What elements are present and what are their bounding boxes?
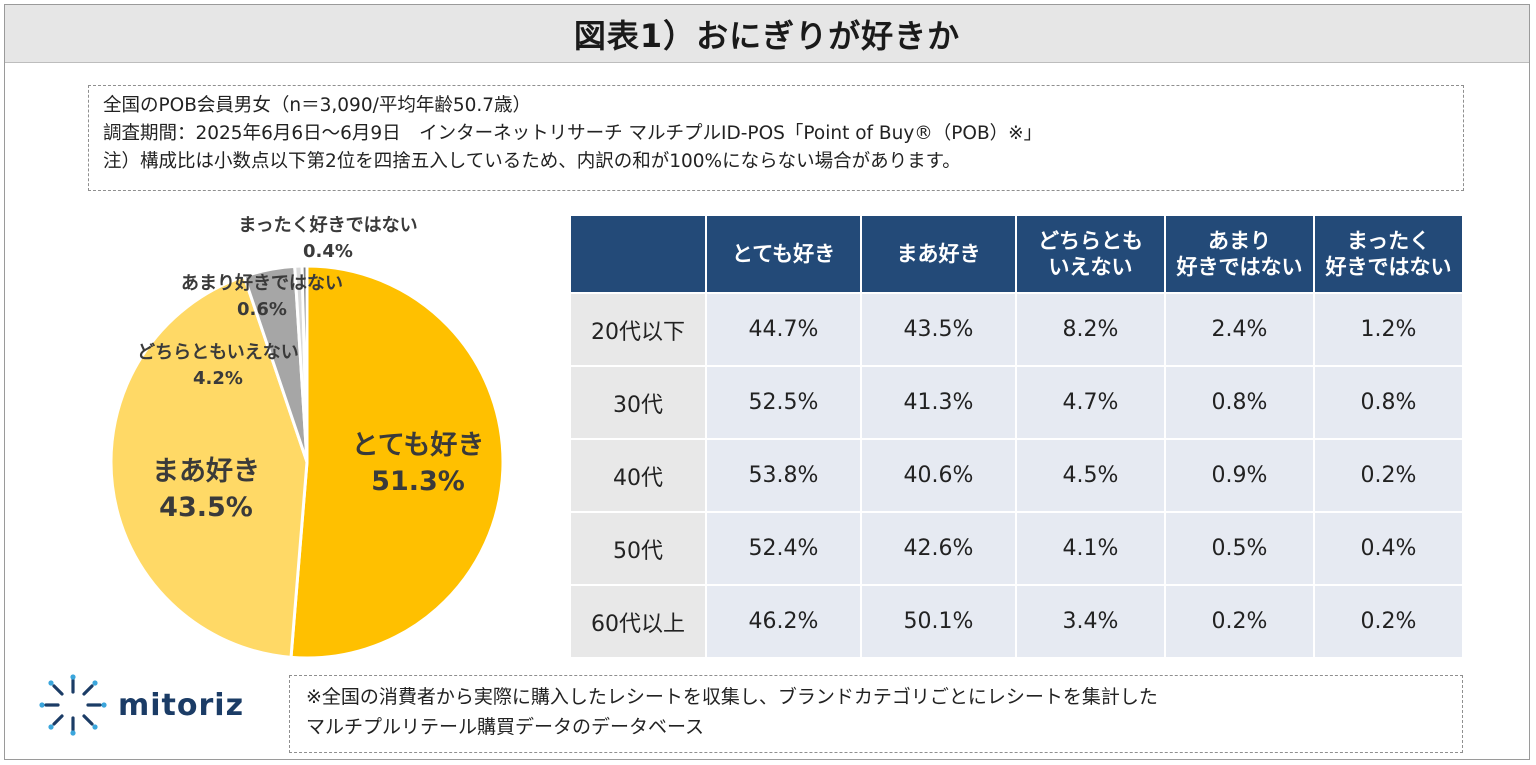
footnote-box: ※全国の消費者から実際に購入したレシートを収集し、ブランドカテゴリごとにレシート…	[289, 675, 1463, 753]
table-column-header: あまり 好きではない	[1164, 214, 1315, 294]
table-column-header: とても好き	[705, 214, 862, 294]
pie-chart: とても好き 51.3% まあ好き 43.5% どちらともいえない 4.2% あまり好きではな…	[109, 214, 505, 660]
figure-frame	[4, 4, 1530, 760]
title-bar: 図表1）おにぎりが好きか	[5, 5, 1529, 63]
mitoriz-logo: mitoriz	[38, 674, 244, 736]
footnote-line: マルチプルリテール購買データのデータベース	[306, 716, 705, 738]
table-cell: 53.8%	[705, 438, 862, 513]
table-cell: 4.1%	[1015, 511, 1166, 586]
table-cell: 52.5%	[705, 365, 862, 440]
table-cell: 50.1%	[860, 584, 1017, 659]
table-cell: 8.2%	[1015, 292, 1166, 367]
table-cell: 42.6%	[860, 511, 1017, 586]
table-column-header: まあ好き	[860, 214, 1017, 294]
pie-data-label: まったく好きではない	[238, 214, 417, 236]
note-line: 全国のPOB会員男女（n＝3,090/平均年齢50.7歳）	[103, 95, 532, 116]
table-cell: 43.5%	[860, 292, 1017, 367]
survey-notes: 全国のPOB会員男女（n＝3,090/平均年齢50.7歳） 調査期間：2025年…	[88, 85, 1464, 191]
table-cell: 0.5%	[1164, 511, 1315, 586]
note-line: 注）構成比は小数点以下第2位を四捨五入しているため、内訳の和が100%にならない…	[103, 151, 961, 172]
table-corner	[569, 214, 707, 294]
table-cell: 0.4%	[1313, 511, 1464, 586]
pie-data-label: 4.2%	[193, 368, 243, 389]
pie-data-label: 0.6%	[237, 299, 287, 320]
table-cell: 41.3%	[860, 365, 1017, 440]
pie-data-label: 51.3%	[371, 466, 465, 497]
row-label: 50代	[569, 511, 707, 586]
table-cell: 46.2%	[705, 584, 862, 659]
table-cell: 0.9%	[1164, 438, 1315, 513]
table-column-header: まったく 好きではない	[1313, 214, 1464, 294]
table-cell: 52.4%	[705, 511, 862, 586]
table-cell: 0.8%	[1313, 365, 1464, 440]
logo-text: mitoriz	[118, 687, 245, 723]
sunburst-logo-icon	[39, 674, 107, 736]
table-cell: 4.7%	[1015, 365, 1166, 440]
age-breakdown-table: とても好き まあ好き どちらとも いえない あまり 好きではない まったく 好きではない 20…	[569, 214, 1464, 659]
pie-slice	[289, 264, 505, 660]
table-cell: 3.4%	[1015, 584, 1166, 659]
figure-title: 図表1）おにぎりが好きか	[573, 16, 961, 55]
note-line: 調査期間：2025年6月6日～6月9日 インターネットリサーチ マルチプルID-…	[103, 123, 1043, 144]
pie-data-label: どちらともいえない	[137, 342, 299, 363]
pie-data-label: とても好き	[352, 430, 485, 461]
table-cell: 0.8%	[1164, 365, 1315, 440]
row-label: 30代	[569, 365, 707, 440]
pie-data-label: 0.4%	[303, 241, 353, 262]
pie-data-label: まあ好き	[152, 456, 260, 487]
row-label: 20代以下	[569, 292, 707, 367]
row-label: 40代	[569, 438, 707, 513]
table-row: 30代 52.5% 41.3% 4.7% 0.8% 0.8%	[569, 365, 1464, 440]
table-cell: 0.2%	[1313, 438, 1464, 513]
pie-slice	[300, 264, 309, 463]
pie-data-label: 43.5%	[159, 492, 253, 523]
pie-data-label: あまり好きではない	[181, 272, 343, 294]
table-row: 40代 53.8% 40.6% 4.5% 0.9% 0.2%	[569, 438, 1464, 513]
table-cell: 1.2%	[1313, 292, 1464, 367]
table-cell: 40.6%	[860, 438, 1017, 513]
table-cell: 4.5%	[1015, 438, 1166, 513]
table-cell: 2.4%	[1164, 292, 1315, 367]
table-row: 50代 52.4% 42.6% 4.1% 0.5% 0.4%	[569, 511, 1464, 586]
pie-slice	[109, 274, 309, 659]
table-row: 60代以上 46.2% 50.1% 3.4% 0.2% 0.2%	[569, 584, 1464, 659]
footnote-line: ※全国の消費者から実際に購入したレシートを収集し、ブランドカテゴリごとにレシート…	[306, 686, 1158, 708]
table-cell: 0.2%	[1164, 584, 1315, 659]
table-cell: 44.7%	[705, 292, 862, 367]
table-column-header: どちらとも いえない	[1015, 214, 1166, 294]
table-cell: 0.2%	[1313, 584, 1464, 659]
table-row: 20代以下 44.7% 43.5% 8.2% 2.4% 1.2%	[569, 292, 1464, 367]
row-label: 60代以上	[569, 584, 707, 659]
